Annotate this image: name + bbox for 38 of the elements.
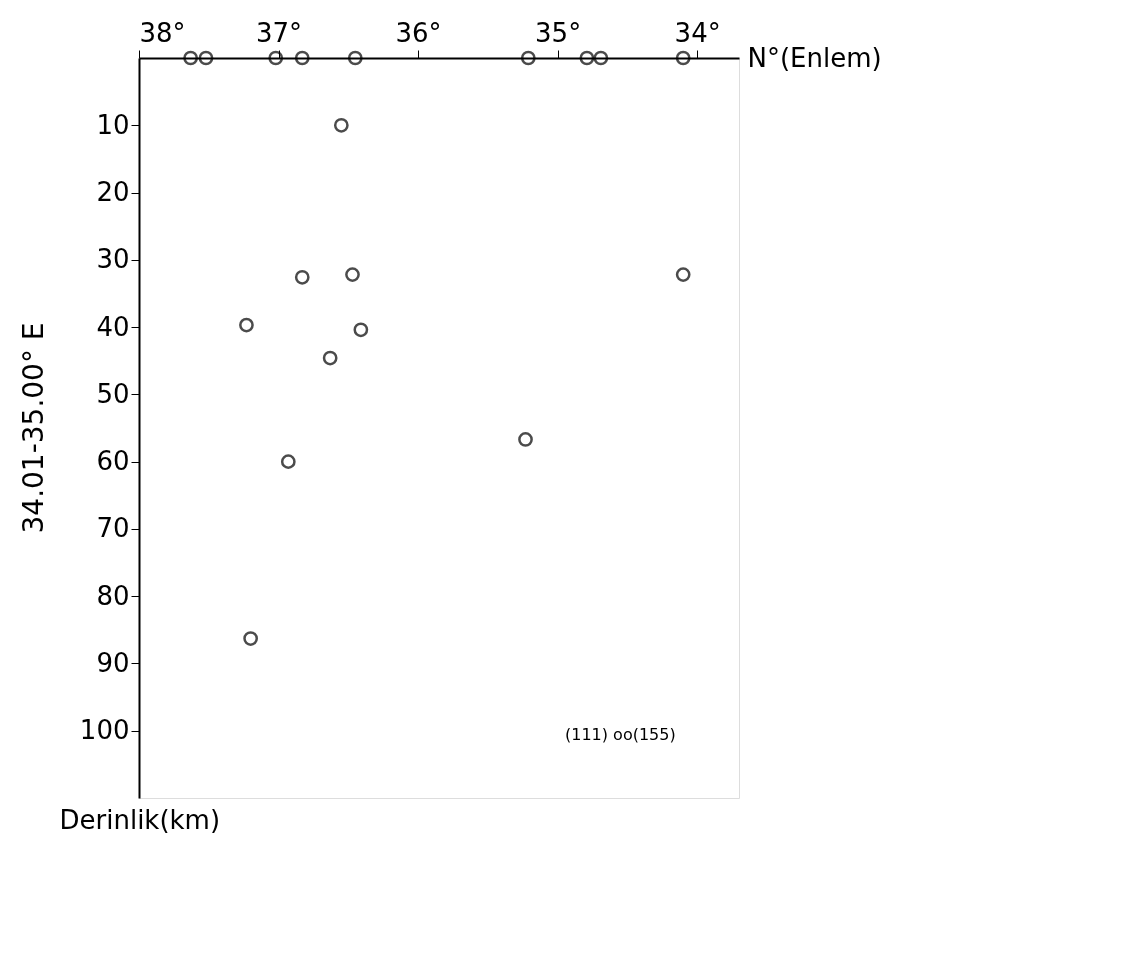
x-tick-label: 38°: [139, 17, 186, 48]
point: [345, 267, 360, 282]
x-tick-label: 37°: [255, 17, 303, 48]
point: [322, 350, 338, 366]
x-axis-title: N°(Enlem): [747, 42, 882, 73]
point: [347, 50, 363, 66]
point: [198, 50, 214, 66]
point: [294, 269, 310, 285]
y-tick-label: 60: [96, 446, 130, 477]
y-tick-label: 80: [96, 580, 130, 611]
annotation: (111) oo(155): [565, 725, 676, 745]
y-tick-label: 100: [79, 715, 130, 746]
text: 34.01-35.00° E: [17, 322, 50, 534]
point: [518, 432, 533, 447]
x-tick-label: 35°: [535, 17, 582, 48]
point: [675, 50, 691, 66]
y-tick-label: 70: [96, 513, 130, 544]
y-tick-label: 40: [96, 311, 130, 342]
point: [243, 631, 258, 646]
point: [294, 50, 310, 66]
y-axis-title: Derinlik(km): [59, 804, 221, 835]
y-tick-label: 50: [96, 378, 130, 409]
point: [268, 50, 284, 66]
x-tick-label: 36°: [395, 17, 442, 48]
x-tick-label: 34°: [674, 17, 721, 48]
y-tick-label: 20: [96, 177, 130, 208]
point: [280, 454, 296, 469]
point: [353, 322, 369, 338]
y-tick-label: 10: [96, 109, 130, 140]
y-tick-label: 30: [96, 244, 130, 275]
point: [675, 267, 691, 282]
y-tick-label: 90: [96, 647, 130, 678]
point: [333, 117, 349, 133]
point: [579, 50, 595, 66]
point: [520, 50, 536, 66]
point: [239, 317, 254, 333]
point: [593, 50, 609, 66]
point: [183, 50, 198, 66]
